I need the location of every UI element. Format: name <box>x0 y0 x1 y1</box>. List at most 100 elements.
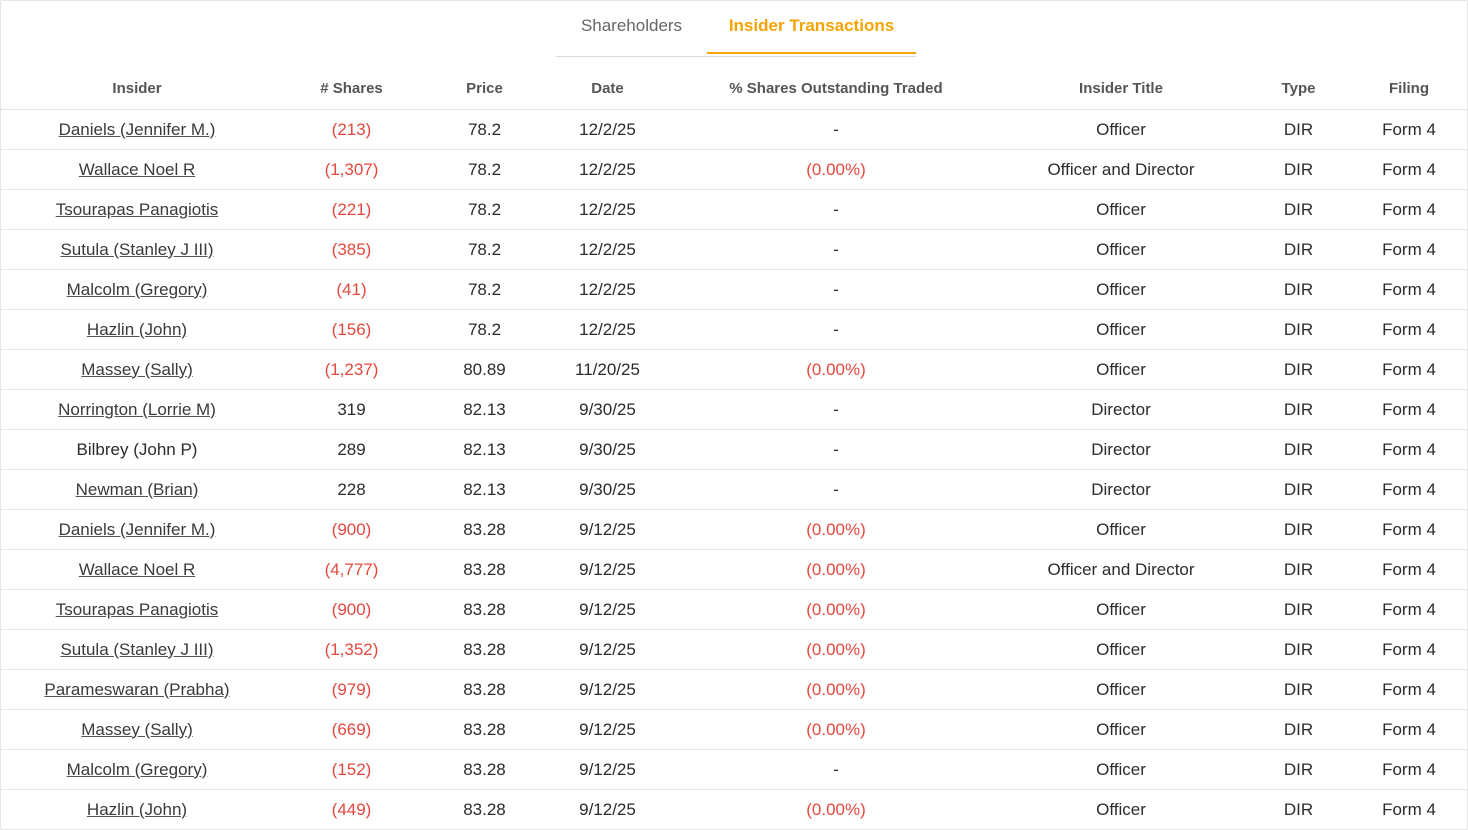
insider-name-cell: Wallace Noel R <box>1 549 273 590</box>
table-row: Wallace Noel R (1,307) 78.2 12/2/25 (0.00%) O… <box>1 149 1467 190</box>
insider-title-cell: Officer <box>996 509 1246 550</box>
insider-name-link[interactable]: Wallace Noel R <box>78 559 196 579</box>
type-cell: DIR <box>1246 149 1351 190</box>
filing-value: Form 4 <box>1382 759 1436 779</box>
shares-cell: (156) <box>273 309 430 350</box>
type-cell: DIR <box>1246 109 1351 150</box>
table-row: Malcolm (Gregory) (41) 78.2 12/2/25 - Officer… <box>1 269 1467 310</box>
filing-cell: Form 4 <box>1351 389 1467 430</box>
header-insider[interactable]: Insider <box>1 68 273 110</box>
header-shares[interactable]: # Shares <box>273 68 430 110</box>
insider-name-value: Bilbrey (John P) <box>76 439 198 459</box>
pct-traded-cell: - <box>676 429 996 470</box>
price-value: 78.2 <box>467 239 502 259</box>
table-row: Daniels (Jennifer M.) (900) 83.28 9/12/25 (0… <box>1 509 1467 550</box>
insider-title-cell: Officer <box>996 189 1246 230</box>
date-cell: 9/30/25 <box>539 429 676 470</box>
shares-value: (669) <box>331 719 372 739</box>
price-value: 83.28 <box>463 679 506 699</box>
shares-cell: (1,237) <box>273 349 430 390</box>
filing-value: Form 4 <box>1382 119 1436 139</box>
filing-value: Form 4 <box>1382 319 1436 339</box>
filing-cell: Form 4 <box>1351 429 1467 470</box>
pct-traded-value: (0.00%) <box>806 719 866 739</box>
price-cell: 78.2 <box>430 189 539 230</box>
type-cell: DIR <box>1246 229 1351 270</box>
insider-name-link[interactable]: Hazlin (John) <box>86 799 188 819</box>
pct-traded-value: - <box>833 439 839 459</box>
price-value: 78.2 <box>467 159 502 179</box>
insider-title-cell: Director <box>996 429 1246 470</box>
tab-shareholders[interactable]: Shareholders <box>580 16 683 35</box>
insider-name-link[interactable]: Parameswaran (Prabha) <box>44 679 230 699</box>
type-cell: DIR <box>1246 429 1351 470</box>
tab-bar: Shareholders Insider Transactions <box>556 0 916 57</box>
insider-name-cell: Massey (Sally) <box>1 709 273 750</box>
price-cell: 82.13 <box>430 469 539 510</box>
header-date[interactable]: Date <box>539 68 676 110</box>
pct-traded-value: (0.00%) <box>806 359 866 379</box>
shares-cell: (900) <box>273 589 430 630</box>
insider-name-cell: Malcolm (Gregory) <box>1 749 273 790</box>
price-value: 82.13 <box>463 479 506 499</box>
filing-value: Form 4 <box>1382 599 1436 619</box>
insider-name-link[interactable]: Sutula (Stanley J III) <box>60 639 214 659</box>
filing-value: Form 4 <box>1382 279 1436 299</box>
insider-name-link[interactable]: Tsourapas Panagiotis <box>55 599 219 619</box>
type-value: DIR <box>1283 759 1314 779</box>
insider-name-link[interactable]: Massey (Sally) <box>81 719 193 739</box>
insider-name-link[interactable]: Wallace Noel R <box>78 159 196 179</box>
price-value: 83.28 <box>463 719 506 739</box>
header-price[interactable]: Price <box>430 68 539 110</box>
header-filing[interactable]: Filing <box>1351 68 1467 110</box>
table-row: Daniels (Jennifer M.) (213) 78.2 12/2/25 - Of… <box>1 109 1467 150</box>
insider-title-cell: Officer <box>996 629 1246 670</box>
insider-name-link[interactable]: Daniels (Jennifer M.) <box>58 519 216 539</box>
insider-title-cell: Officer <box>996 749 1246 790</box>
date-cell: 12/2/25 <box>539 229 676 270</box>
pct-traded-cell: (0.00%) <box>676 509 996 550</box>
table-row: Newman (Brian) 228 82.13 9/30/25 - Director DI… <box>1 469 1467 510</box>
insider-name-link[interactable]: Tsourapas Panagiotis <box>55 199 219 219</box>
filing-value: Form 4 <box>1382 679 1436 699</box>
date-value: 9/30/25 <box>579 479 636 499</box>
insider-name-link[interactable]: Malcolm (Gregory) <box>66 279 208 299</box>
type-value: DIR <box>1283 719 1314 739</box>
shares-cell: (221) <box>273 189 430 230</box>
table-row: Sutula (Stanley J III) (385) 78.2 12/2/25 - O… <box>1 229 1467 270</box>
header-pct-traded[interactable]: % Shares Outstanding Traded <box>676 68 996 110</box>
shares-value: (152) <box>331 759 372 779</box>
filing-cell: Form 4 <box>1351 229 1467 270</box>
pct-traded-cell: (0.00%) <box>676 789 996 830</box>
pct-traded-value: (0.00%) <box>806 519 866 539</box>
shares-cell: (669) <box>273 709 430 750</box>
price-value: 83.28 <box>463 519 506 539</box>
date-value: 9/12/25 <box>579 759 636 779</box>
price-value: 82.13 <box>463 399 506 419</box>
insider-title-cell: Officer <box>996 589 1246 630</box>
date-cell: 12/2/25 <box>539 109 676 150</box>
price-value: 78.2 <box>467 119 502 139</box>
shares-value: (4,777) <box>324 559 379 579</box>
price-cell: 78.2 <box>430 149 539 190</box>
shares-cell: (1,352) <box>273 629 430 670</box>
insider-name-cell: Hazlin (John) <box>1 309 273 350</box>
insider-name-link[interactable]: Hazlin (John) <box>86 319 188 339</box>
insider-name-link[interactable]: Sutula (Stanley J III) <box>60 239 214 259</box>
type-value: DIR <box>1283 639 1314 659</box>
type-cell: DIR <box>1246 269 1351 310</box>
insider-name-link[interactable]: Norrington (Lorrie M) <box>58 399 216 419</box>
insider-name-link[interactable]: Massey (Sally) <box>81 359 193 379</box>
price-cell: 83.28 <box>430 629 539 670</box>
type-cell: DIR <box>1246 709 1351 750</box>
header-type[interactable]: Type <box>1246 68 1351 110</box>
pct-traded-cell: (0.00%) <box>676 349 996 390</box>
pct-traded-cell: (0.00%) <box>676 669 996 710</box>
tab-insider-transactions[interactable]: Insider Transactions <box>707 0 916 54</box>
pct-traded-value: (0.00%) <box>806 599 866 619</box>
insider-name-link[interactable]: Newman (Brian) <box>75 479 199 499</box>
insider-name-link[interactable]: Malcolm (Gregory) <box>66 759 208 779</box>
insider-name-link[interactable]: Daniels (Jennifer M.) <box>58 119 216 139</box>
filing-value: Form 4 <box>1382 479 1436 499</box>
header-insider-title[interactable]: Insider Title <box>996 68 1246 110</box>
